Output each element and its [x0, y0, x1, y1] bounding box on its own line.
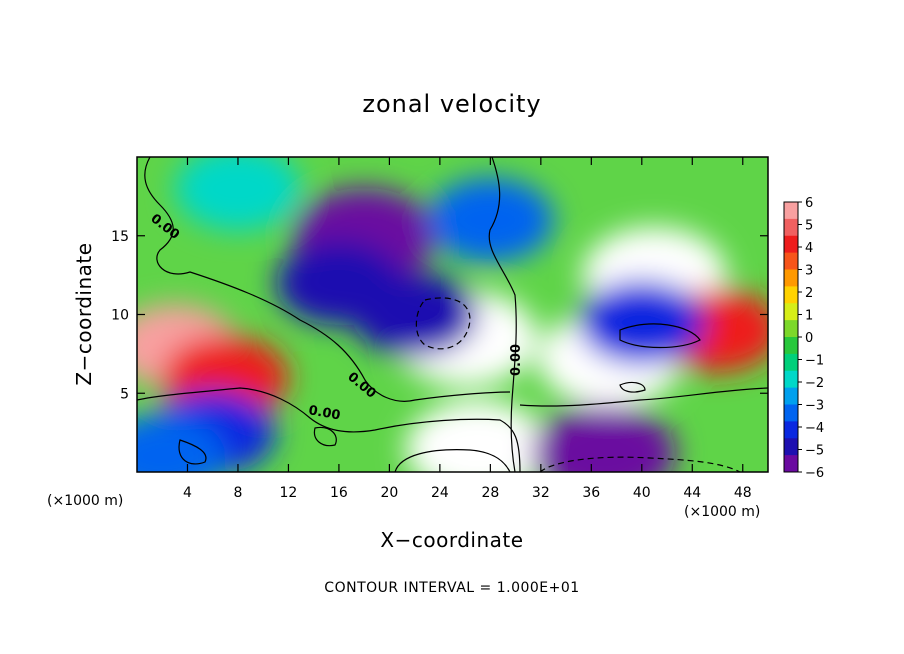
x-tick-label: 4	[183, 485, 192, 501]
colorbar-swatch	[784, 218, 798, 237]
colorbar: 6 5 4 3 2 1 0 −1 −2 −3 −4 −5 −6	[783, 196, 824, 481]
zero-contour-island-2	[313, 426, 337, 447]
velocity-blob-10	[351, 272, 478, 357]
x-tick-label: 16	[330, 485, 348, 501]
zero-contour-lower	[137, 387, 521, 472]
colorbar-swatch	[784, 438, 798, 456]
colorbar-swatch	[784, 286, 798, 304]
chart-title: zonal velocity	[362, 90, 541, 118]
plot-area	[137, 157, 768, 472]
colorbar-tick-label: 0	[805, 331, 813, 346]
y-tick-label: 15	[111, 229, 129, 245]
x-axis-ticks: 4 8 12 16 20 24 28 32 36 40 44 48	[183, 157, 752, 501]
velocity-blob-4	[531, 405, 676, 472]
colorbar-tick-label: −2	[805, 376, 824, 391]
zero-contour-left	[144, 157, 511, 402]
y-tick-label: 5	[120, 386, 129, 402]
velocity-blob-3	[405, 400, 550, 472]
colorbar-swatch	[784, 353, 798, 372]
colorbar-tick-label: 4	[805, 241, 813, 256]
colorbar-tick-label: 6	[805, 196, 813, 211]
velocity-blob-11	[427, 178, 554, 262]
colorbar-swatch	[784, 202, 798, 220]
colorbar-tick-label: 1	[805, 309, 813, 324]
colorbar-tick-label: −5	[805, 444, 824, 459]
x-tick-label: 32	[532, 485, 550, 501]
contour-interval-note: CONTOUR INTERVAL = 1.000E+01	[324, 580, 579, 596]
x-tick-label: 8	[233, 485, 242, 501]
positive-contour-1	[394, 449, 511, 472]
x-tick-label: 20	[380, 485, 398, 501]
zero-contour-right	[519, 387, 768, 407]
colorbar-swatch	[784, 370, 798, 389]
colorbar-tick-label: −1	[805, 354, 824, 369]
zero-contour-center	[488, 157, 517, 472]
x-tick-label: 40	[633, 485, 651, 501]
colorbar-tick-label: 2	[805, 286, 813, 301]
colorbar-swatch	[784, 252, 798, 270]
negative-contour-dashed-1	[415, 297, 471, 350]
colorbar-swatch	[784, 269, 798, 287]
y-axis-ticks: 5 10 15	[111, 229, 768, 402]
contour-lines	[137, 157, 768, 472]
colorbar-tick-label: −4	[805, 421, 824, 436]
zero-contour-island-1	[178, 439, 207, 465]
x-tick-label: 12	[280, 485, 298, 501]
x-tick-label: 44	[683, 485, 701, 501]
colorbar-swatch	[784, 337, 798, 355]
colorbar-tick-label: −6	[805, 466, 824, 481]
colorbar-swatch	[784, 235, 798, 254]
contour-label-3: 0.00	[307, 403, 341, 423]
x-tick-label: 24	[431, 485, 449, 501]
colorbar-tick-label: 3	[805, 264, 813, 279]
contour-label-4: 0.00	[509, 344, 524, 376]
colorbar-swatch	[784, 404, 798, 422]
zero-contour-island-4	[619, 381, 646, 393]
y-axis-label: Z−coordinate	[72, 242, 96, 385]
colorbar-tick-label: 5	[805, 219, 813, 234]
colorbar-swatch	[784, 320, 798, 338]
colorbar-swatch	[784, 421, 798, 439]
colorbar-swatch	[784, 387, 798, 405]
zero-contour-island-3	[619, 323, 701, 349]
colorbar-swatch	[784, 303, 798, 321]
x-tick-label: 48	[734, 485, 752, 501]
colorbar-swatch	[784, 455, 798, 473]
x-unit-label: (×1000 m)	[684, 504, 760, 520]
colorbar-tick-label: −3	[805, 399, 824, 414]
negative-contour-dashed-2	[539, 456, 741, 472]
velocity-blob-15	[578, 280, 705, 365]
velocity-blob-14	[137, 414, 226, 472]
velocity-blob-12	[174, 157, 301, 231]
x-axis-label: X−coordinate	[380, 528, 523, 552]
x-tick-label: 36	[582, 485, 600, 501]
velocity-field	[137, 157, 768, 472]
y-tick-label: 10	[111, 308, 129, 324]
y-unit-label: (×1000 m)	[47, 493, 123, 509]
x-tick-label: 28	[481, 485, 499, 501]
